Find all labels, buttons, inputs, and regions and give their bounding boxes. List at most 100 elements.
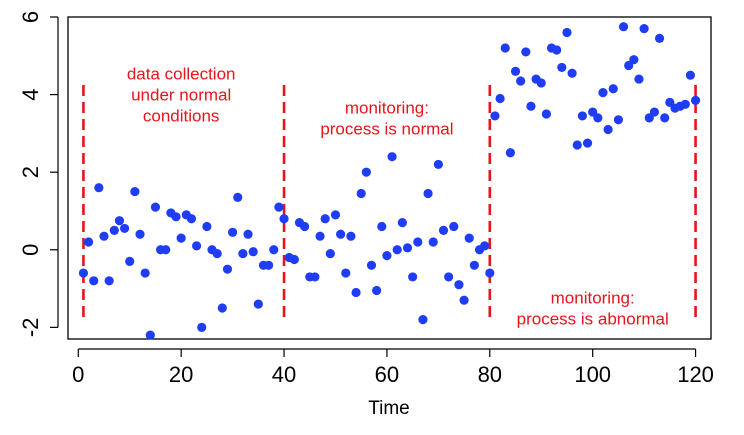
data-point (248, 247, 258, 257)
data-point (510, 66, 521, 76)
data-point (366, 260, 377, 270)
data-point (109, 225, 119, 235)
data-point (387, 152, 397, 162)
data-point (634, 74, 644, 84)
data-point (99, 231, 109, 241)
data-point (217, 303, 227, 313)
data-points (78, 22, 701, 340)
data-point (572, 140, 582, 150)
data-point (629, 55, 639, 65)
data-point (243, 229, 253, 239)
data-point (228, 227, 238, 237)
data-point (444, 272, 454, 282)
data-point (526, 101, 536, 111)
data-point (300, 221, 310, 232)
data-point (505, 148, 515, 158)
data-point (377, 221, 387, 232)
data-point (320, 214, 330, 224)
data-point (171, 212, 181, 222)
data-point (690, 95, 701, 106)
data-point (192, 241, 202, 251)
annotation-1-line-0: monitoring: (345, 98, 429, 117)
data-point (495, 93, 505, 104)
data-point (356, 188, 366, 199)
data-point (392, 245, 402, 255)
data-point (521, 47, 531, 57)
data-point (618, 22, 629, 32)
data-point (289, 254, 299, 265)
annotation-2-line-0: monitoring: (551, 288, 635, 307)
data-point (469, 260, 479, 270)
data-point (567, 68, 577, 78)
data-point (279, 214, 289, 224)
data-point (114, 216, 125, 226)
data-point (212, 249, 222, 259)
data-point (449, 221, 459, 232)
x-tick-label: 60 (375, 362, 399, 387)
data-point (516, 76, 526, 86)
data-point (408, 272, 418, 282)
x-tick-label: 20 (169, 362, 193, 387)
data-point (536, 78, 546, 88)
data-point (253, 299, 263, 309)
data-point (78, 268, 89, 278)
data-point (330, 210, 341, 220)
data-point (423, 188, 433, 199)
data-point (222, 264, 233, 274)
data-point (341, 268, 351, 278)
annotations: data collection under normal conditions mon… (127, 65, 669, 329)
data-point (608, 84, 618, 94)
data-point (485, 268, 495, 278)
data-point (83, 237, 94, 247)
x-tick-label: 40 (272, 362, 296, 387)
x-axis-title: Time (368, 398, 410, 419)
data-point (480, 241, 490, 251)
plot-frame (67, 16, 712, 340)
data-point (233, 192, 243, 202)
data-point (557, 62, 567, 73)
x-tick-label: 120 (677, 362, 714, 387)
data-point (325, 249, 335, 259)
data-point (135, 229, 145, 239)
data-point (197, 322, 207, 332)
data-point (464, 233, 474, 243)
data-point (140, 268, 150, 278)
data-point (454, 280, 464, 290)
data-point (125, 256, 135, 267)
y-tick-label: 0 (18, 244, 43, 256)
data-point (94, 183, 104, 193)
data-point (315, 231, 325, 241)
data-point (577, 111, 588, 121)
data-point (202, 221, 212, 232)
data-point (336, 229, 346, 239)
data-point (433, 159, 443, 170)
x-tick-label: 80 (478, 362, 502, 387)
y-tick-label: 2 (18, 166, 43, 178)
data-point (685, 70, 696, 80)
x-tick-label: 0 (72, 362, 84, 387)
data-point (361, 167, 371, 177)
data-point (593, 113, 603, 123)
data-point (89, 276, 99, 286)
data-point (274, 202, 284, 212)
data-point (428, 237, 438, 247)
annotation-0-line-2: conditions (143, 107, 220, 126)
data-point (582, 138, 593, 148)
annotation-0-line-0: data collection (127, 65, 236, 84)
data-point (104, 276, 114, 286)
data-point (372, 285, 382, 296)
x-axis: 0 20 40 60 80 100 120 (72, 348, 714, 387)
annotation-0-line-1: under normal (131, 86, 231, 105)
annotation-1-line-1: process is normal (320, 119, 453, 138)
data-point (176, 233, 186, 243)
y-axis: -2 0 2 4 6 (18, 11, 59, 338)
data-point (145, 330, 155, 340)
data-point (541, 109, 551, 119)
data-point (351, 287, 361, 298)
y-tick-label: -2 (18, 318, 43, 338)
data-point (603, 124, 613, 135)
data-point (402, 243, 413, 253)
data-point (269, 245, 279, 255)
data-point (186, 214, 197, 224)
